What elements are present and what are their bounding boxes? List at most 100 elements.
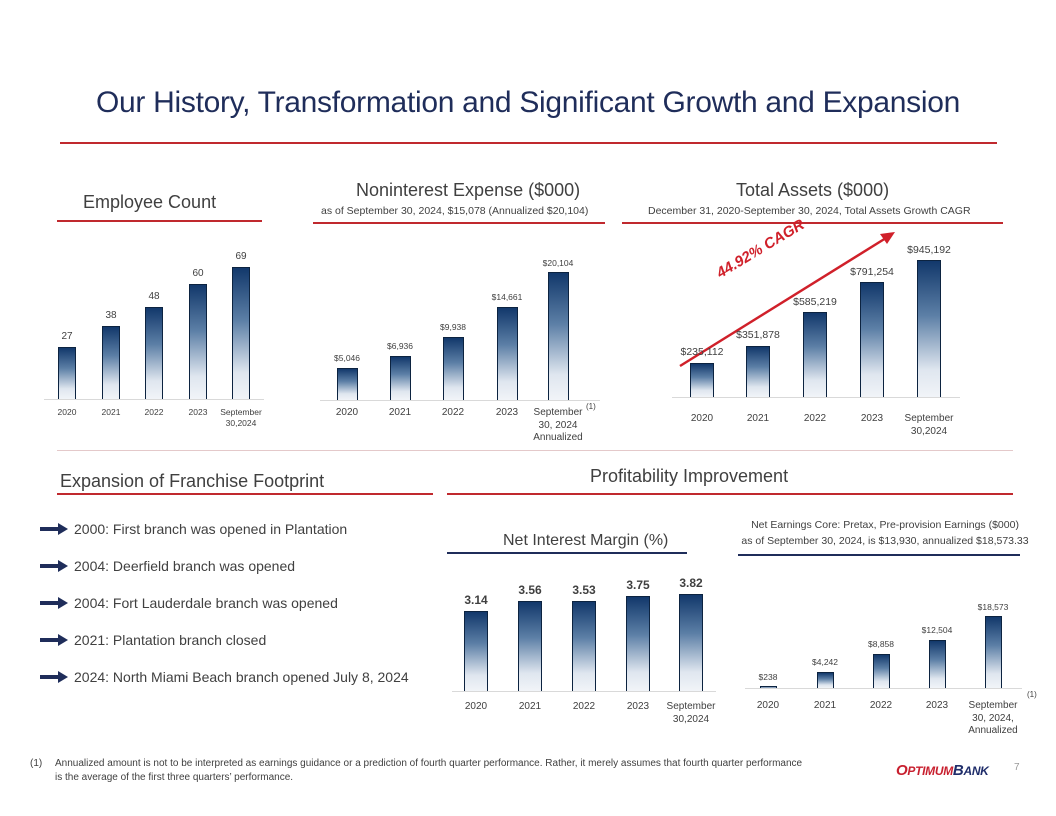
category-label: 2020 <box>690 413 714 424</box>
value-label: $585,219 <box>793 295 837 308</box>
value-label: 3.53 <box>572 583 596 598</box>
bar-nonint <box>496 306 518 400</box>
category-label: 2021 <box>813 700 837 711</box>
category-label: 2023 <box>626 701 650 712</box>
expansion-item: 2004: Fort Lauderdale branch was opened <box>40 595 338 611</box>
value-label: $6,936 <box>387 341 413 352</box>
value-label: $5,046 <box>334 353 360 364</box>
bar-nim <box>518 600 542 691</box>
category-label: 2022 <box>572 701 596 712</box>
total-assets-subtitle: December 31, 2020-September 30, 2024, To… <box>648 205 971 217</box>
employee-divider <box>57 220 262 222</box>
bar-nim <box>679 594 703 691</box>
bar-employee <box>232 267 250 399</box>
bar-employee <box>189 284 207 399</box>
nim-heading: Net Interest Margin (%) <box>503 532 669 549</box>
category-label: 2023 <box>860 413 884 424</box>
arrow-right-icon <box>40 560 68 572</box>
category-label: 2021 <box>101 407 121 417</box>
category-label: 2022 <box>869 700 893 711</box>
footnote-marker: (1) <box>30 758 43 769</box>
value-label: $9,938 <box>440 322 466 333</box>
bar-assets <box>860 282 884 397</box>
value-label: $791,254 <box>850 265 894 278</box>
category-label: 2021 <box>746 413 770 424</box>
category-label: 2022 <box>803 413 827 424</box>
section-divider <box>57 450 1013 451</box>
bar-earnings <box>816 671 834 688</box>
category-label: 2023 <box>925 700 949 711</box>
x-axis-line <box>452 691 716 692</box>
arrow-right-icon <box>40 597 68 609</box>
value-label: $351,878 <box>736 329 780 342</box>
footnote-ref: (1) <box>586 402 596 411</box>
optimumbank-logo: OPTIMUMBANK <box>896 762 989 779</box>
bar-assets <box>803 312 827 397</box>
x-axis-line <box>745 688 1022 689</box>
value-label: 3.82 <box>679 576 703 590</box>
category-label: September 30, 2024 Annualized <box>533 407 583 443</box>
value-label: $4,242 <box>812 657 838 668</box>
expansion-item-text: 2004: Fort Lauderdale branch was opened <box>74 595 338 611</box>
footnote-line-1: Annualized amount is not to be interpret… <box>55 758 803 769</box>
value-label: $238 <box>758 671 778 682</box>
value-label: 3.56 <box>518 582 542 597</box>
bar-employee <box>58 347 76 399</box>
value-label: 27 <box>61 331 73 343</box>
title-divider <box>60 142 997 144</box>
nim-divider <box>447 552 687 554</box>
expansion-item-text: 2024: North Miami Beach branch opened Ju… <box>74 669 409 685</box>
category-label: 2020 <box>464 701 488 712</box>
arrow-right-icon <box>40 523 68 535</box>
value-label: $235,112 <box>680 346 724 359</box>
earnings-subtitle: as of September 30, 2024, is $13,930, an… <box>741 535 1029 547</box>
expansion-item-text: 2000: First branch was opened in Plantat… <box>74 521 348 537</box>
value-label: 60 <box>192 268 204 280</box>
category-label: 2022 <box>441 407 465 418</box>
noninterest-divider <box>313 222 605 224</box>
category-label: September 30,2024 <box>904 413 954 437</box>
bar-employee <box>145 307 163 399</box>
category-label: 2022 <box>144 407 164 417</box>
arrow-right-icon <box>40 671 68 683</box>
value-label: 38 <box>105 310 117 322</box>
expansion-divider <box>57 493 433 495</box>
value-label: $18,573 <box>977 601 1009 612</box>
page-number: 7 <box>1014 762 1020 773</box>
bar-earnings <box>759 686 777 688</box>
bar-earnings <box>984 616 1002 688</box>
bar-nonint <box>547 272 569 400</box>
category-label: 2021 <box>388 407 412 418</box>
x-axis-line <box>44 399 264 400</box>
value-label: 69 <box>235 251 247 262</box>
expansion-item: 2024: North Miami Beach branch opened Ju… <box>40 669 409 685</box>
bar-nim <box>464 611 488 691</box>
arrow-right-icon <box>40 634 68 646</box>
value-label: $8,858 <box>868 639 894 650</box>
category-label: September 30,2024 <box>220 407 262 428</box>
bar-earnings <box>872 653 890 688</box>
total-assets-heading: Total Assets ($000) <box>736 180 890 200</box>
value-label: $20,104 <box>542 257 574 268</box>
bar-assets <box>746 345 770 397</box>
noninterest-expense-heading: Noninterest Expense ($000) <box>356 180 581 200</box>
page-title: Our History, Transformation and Signific… <box>96 86 960 119</box>
profitability-heading: Profitability Improvement <box>590 466 789 486</box>
bar-employee <box>102 326 120 399</box>
x-axis-line <box>320 400 600 401</box>
profitability-divider <box>447 493 1013 495</box>
bar-nim <box>626 595 650 691</box>
category-label: 2023 <box>188 407 208 417</box>
bar-nim <box>572 601 596 691</box>
expansion-item: 2021: Plantation branch closed <box>40 632 266 648</box>
category-label: 2023 <box>495 407 519 418</box>
earnings-divider <box>738 554 1020 556</box>
category-label: September 30, 2024, Annualized <box>968 700 1018 736</box>
bar-assets <box>690 362 714 397</box>
value-label: $14,661 <box>491 292 523 303</box>
value-label: 3.14 <box>464 593 488 608</box>
noninterest-expense-subtitle: as of September 30, 2024, $15,078 (Annua… <box>321 205 589 217</box>
expansion-item-text: 2021: Plantation branch closed <box>74 632 267 648</box>
bar-assets <box>917 260 941 397</box>
